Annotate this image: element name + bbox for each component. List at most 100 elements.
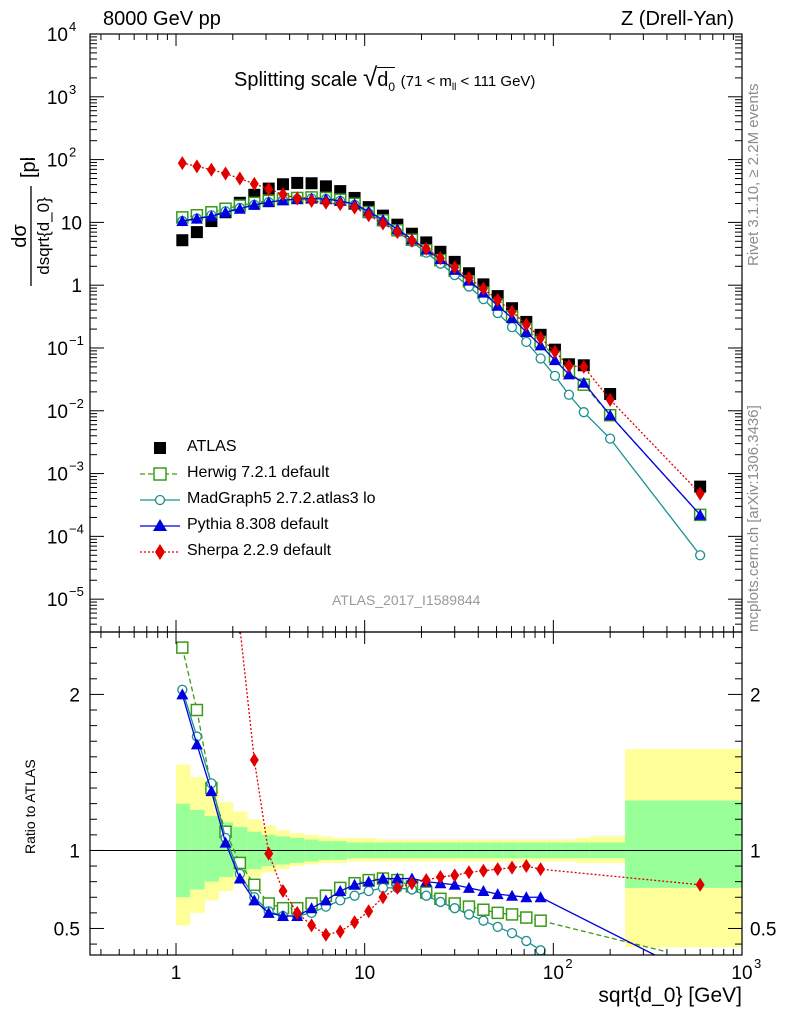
ratio-y-tick-label-right: 1 [750,841,761,862]
data-point-madgraph [506,928,518,939]
data-point-sherpa [435,869,445,884]
data-point-sherpa [221,360,230,374]
data-point-sherpa [264,846,274,861]
data-point-pythia [319,894,332,906]
data-point-madgraph [604,433,616,444]
data-point-pythia [462,881,475,893]
data-point-sherpa [364,208,374,223]
data-point-pythia [205,785,218,797]
title-range-sub: ll [451,82,457,93]
data-point-sherpa [206,162,216,177]
ratio-y-tick-label-right: 0.5 [750,919,776,940]
ratio-plot-frame [89,631,743,956]
data-point-sherpa [435,251,445,266]
data-point-sherpa [235,171,245,186]
data-point-pythia [305,902,318,914]
title-range: (71 < m [400,73,452,90]
data-point-sherpa [350,915,360,930]
data-point-sherpa [177,156,187,171]
legend-label: MadGraph5 2.7.2.atlas3 lo [187,490,376,507]
data-point-pythia [219,836,232,848]
data-point-madgraph [521,935,532,947]
data-point-sherpa [292,905,302,920]
data-point-pythia [334,885,347,897]
data-point-sherpa [605,392,615,407]
data-point-sherpa [335,197,345,212]
data-point-madgraph [492,921,503,933]
svg-text:dσ: dσ [9,224,31,248]
data-point-sherpa [335,924,345,939]
mcplots-reference-label: mcplots.cern.ch [arXiv:1306.3436] [745,405,762,632]
data-point-atlas [176,234,189,247]
data-point-pythia [348,878,361,890]
data-point-sherpa [292,191,302,206]
data-point-madgraph [335,895,346,906]
rivet-version-label: Rivet 3.1.10, ≥ 2.2M events [745,83,762,267]
data-point-madgraph [535,353,546,364]
data-point-sherpa [307,193,317,208]
y-tick-label: 10 [47,88,68,109]
data-point-pythia [176,688,189,700]
ratio-series-line [181,647,668,953]
data-point-sherpa [307,918,317,933]
data-point-atlas [190,226,203,239]
data-point-atlas [319,180,332,193]
data-point-atlas [305,177,318,190]
data-point-madgraph [694,550,706,561]
data-point-madgraph [363,885,374,897]
process-label: Z (Drell-Yan) [621,8,734,30]
data-point-sherpa [521,317,531,332]
x-tick-label: 10 [731,963,752,984]
svg-text:dsqrt{d_0}: dsqrt{d_0} [34,197,53,275]
data-point-sherpa [507,860,517,875]
data-point-sherpa [221,166,231,181]
data-point-herwig [248,878,261,892]
data-point-sherpa [378,216,388,231]
data-point-sherpa [321,927,331,942]
data-point-pythia [477,885,490,897]
ratio-y-tick-label: 2 [69,685,80,706]
data-point-sherpa [507,304,517,319]
data-point-pythia [248,198,261,210]
chart-title: Splitting scale √d0 (71 < mll < 111 GeV) [234,62,536,94]
data-point-sherpa [550,344,560,359]
data-point-madgraph [435,896,446,908]
data-point-pythia [577,376,590,388]
data-point-pythia [520,891,533,903]
data-point-sherpa [478,281,488,296]
y-tick-label: 10 [47,151,68,172]
data-point-sherpa [493,862,503,877]
y-tick-label-exponent: 3 [69,82,76,97]
data-point-pythia [233,202,246,214]
title-main: Splitting scale [234,69,358,91]
data-point-sherpa [364,904,374,919]
data-point-herwig [534,914,547,927]
y-tick-label: 10 [47,402,68,423]
ratio-y-tick-label: 0.5 [54,919,80,940]
y-tick-label: 10 [47,465,68,486]
svg-text:[pb,GeV: [pb,GeV [18,158,40,178]
uncertainty-band-green [625,800,742,888]
data-point-herwig [190,703,204,717]
data-point-sherpa [695,486,705,501]
analysis-watermark: ATLAS_2017_I1589844 [332,592,481,608]
x-tick-label: 10 [543,963,564,984]
data-point-sherpa [450,260,460,275]
data-point-sherpa [350,200,360,215]
data-point-pythia [448,878,461,890]
data-point-pythia [604,409,617,421]
title-var: d [377,69,389,91]
data-point-sherpa [278,187,288,202]
data-point-pythia [190,212,203,224]
data-point-pythia [694,508,707,520]
data-point-pythia [205,210,218,222]
y-tick-label: 10 [47,590,68,611]
data-point-madgraph [578,407,589,418]
data-point-atlas [291,176,304,189]
data-point-herwig [477,903,490,916]
data-point-pythia [548,354,561,366]
y-tick-label-exponent: −3 [69,459,84,474]
x-tick-label: 1 [171,963,182,984]
data-point-sherpa [464,271,474,286]
